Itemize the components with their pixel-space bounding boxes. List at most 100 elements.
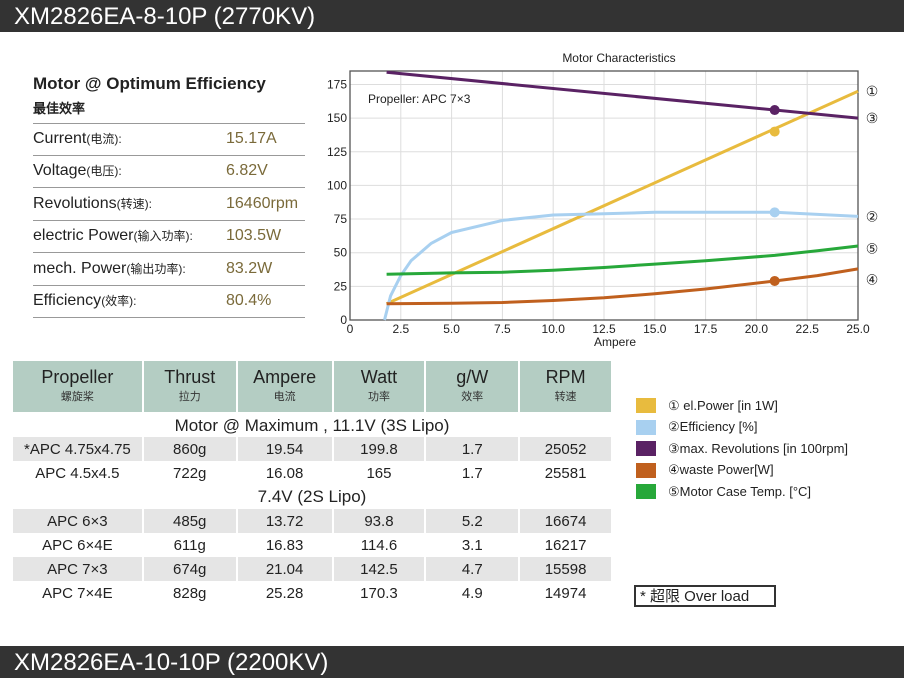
optimum-title: Motor @ Optimum Efficiency: [33, 74, 266, 93]
overload-note: * 超限 Over load: [634, 585, 776, 607]
series-marker: [769, 126, 780, 137]
optimum-value: 103.5W: [226, 227, 282, 245]
legend-item: ②Efficiency [%]: [636, 417, 848, 439]
x-tick-label: 5.0: [443, 322, 460, 336]
motor-title: XM2826EA-8-10P (2770KV): [14, 3, 316, 30]
table-cell: 674g: [142, 557, 238, 581]
y-tick-label: 175: [327, 77, 347, 91]
legend-label: ④waste Power[W]: [668, 462, 774, 478]
legend-swatch: [636, 484, 656, 500]
optimum-row: Revolutions(转速): 16460rpm: [33, 188, 305, 221]
header-en: g/W: [456, 366, 489, 387]
section-title: 7.4V (2S Lipo): [13, 485, 613, 509]
legend-swatch: [636, 441, 656, 457]
header-en: Thrust: [164, 366, 216, 387]
legend-item: ① el.Power [in 1W]: [636, 395, 848, 417]
label-cn: (电压):: [86, 164, 122, 179]
table-cell: APC 7×4E: [13, 581, 144, 605]
series-line: [385, 89, 859, 306]
table-cell: 165: [332, 461, 427, 485]
label-cn: (效率):: [101, 294, 137, 309]
table-cell: APC 7×3: [13, 557, 144, 581]
legend-label: ① el.Power [in 1W]: [668, 397, 778, 413]
column-header: Thrust 拉力: [142, 361, 238, 414]
legend-swatch: [636, 419, 656, 435]
table-cell: 828g: [142, 581, 238, 605]
table-cell: 16674: [519, 509, 613, 533]
legend-swatch: [636, 462, 656, 478]
x-tick-label: 12.5: [592, 322, 616, 336]
table-cell: 3.1: [425, 533, 521, 557]
label-en: Efficiency: [33, 292, 102, 310]
table-row: *APC 4.75x4.75 860g 19.54 199.8 1.7 25052: [13, 437, 613, 461]
column-header: g/W 效率: [425, 361, 521, 414]
label-cn: (转速):: [116, 196, 152, 211]
header-cn: 拉力: [178, 390, 201, 403]
x-tick-label: 17.5: [694, 322, 718, 336]
optimum-row: electric Power(输入功率): 103.5W: [33, 221, 305, 253]
optimum-row: Current(电流): 15.17A: [33, 123, 305, 156]
header-cn: 转速: [554, 390, 577, 403]
optimum-value: 83.2W: [226, 259, 273, 277]
optimum-value: 6.82V: [226, 162, 268, 180]
header-cn: 螺旋桨: [60, 390, 94, 403]
optimum-subtitle: 最佳效率: [33, 101, 86, 116]
series-end-label: ③: [866, 110, 879, 126]
section-row: 7.4V (2S Lipo): [13, 485, 613, 509]
table-cell: 1.7: [425, 461, 521, 485]
optimum-label: Current(电流):: [33, 130, 226, 148]
optimum-efficiency-panel: Motor @ Optimum Efficiency 最佳效率 Current(…: [33, 74, 305, 318]
label-en: Current: [33, 130, 87, 148]
label-en: mech. Power: [33, 259, 127, 277]
legend-label: ⑤Motor Case Temp. [°C]: [668, 483, 812, 499]
x-tick-label: 2.5: [392, 322, 409, 336]
optimum-row: Voltage(电压): 6.82V: [33, 156, 305, 188]
table-cell: 25.28: [236, 581, 334, 605]
label-cn: (电流):: [86, 132, 122, 147]
table-cell: 15598: [519, 557, 613, 581]
legend-item: ④waste Power[W]: [636, 460, 848, 482]
label-cn: (输入功率):: [133, 229, 193, 244]
optimum-value: 15.17A: [226, 130, 277, 148]
motor-characteristics-chart: 0 2.5 5.0 7.5 10.0 12.5 15.0 17.5 20.0 22.5 25.0 0 2…: [320, 45, 904, 360]
optimum-row: Efficiency(效率): 80.4%: [33, 286, 305, 318]
table-cell: 16217: [519, 533, 613, 557]
series-line: [386, 244, 859, 276]
header-cn: 效率: [461, 390, 484, 403]
y-tick-label: 125: [327, 145, 347, 159]
series-end-label: ①: [866, 83, 879, 99]
table-cell: 25581: [519, 461, 613, 485]
series-end-label: ⑤: [866, 241, 879, 257]
x-tick-label: 20.0: [745, 322, 769, 336]
column-header: Propeller 螺旋桨: [13, 361, 144, 414]
series-line: [386, 267, 859, 306]
x-tick-label: 0: [347, 322, 354, 336]
propeller-table: Propeller 螺旋桨 Thrust 拉力 Ampere 电流 Watt 功率 g/W 效率 R…: [13, 361, 613, 605]
series-marker: [769, 275, 780, 286]
section-row: Motor @ Maximum , 11.1V (3S Lipo): [13, 413, 613, 437]
table-row: APC 7×4E 828g 25.28 170.3 4.9 14974: [13, 581, 613, 605]
table-row: APC 4.5x4.5 722g 16.08 165 1.7 25581: [13, 461, 613, 485]
x-tick-label: 25.0: [846, 322, 870, 336]
y-tick-label: 75: [334, 212, 348, 226]
column-header: Ampere 电流: [236, 361, 334, 414]
table-cell: 21.04: [236, 557, 334, 581]
table-cell: 142.5: [332, 557, 427, 581]
optimum-label: Efficiency(效率):: [33, 292, 226, 310]
table-cell: 4.9: [425, 581, 521, 605]
table-cell: APC 6×3: [13, 509, 144, 533]
chart-title: Motor Characteristics: [562, 51, 675, 65]
label-en: Voltage: [33, 162, 87, 180]
table-cell: 199.8: [332, 437, 427, 461]
x-tick-label: 7.5: [494, 322, 511, 336]
y-tick-label: 50: [334, 246, 348, 260]
table-cell: APC 6×4E: [13, 533, 144, 557]
optimum-row: mech. Power(输出功率): 83.2W: [33, 253, 305, 286]
section-title: Motor @ Maximum , 11.1V (3S Lipo): [13, 413, 613, 437]
table-cell: 16.08: [236, 461, 334, 485]
table-cell: 25052: [519, 437, 613, 461]
legend-label: ③max. Revolutions [in 100rpm]: [668, 440, 849, 456]
y-tick-label: 150: [327, 111, 347, 125]
series-end-label: ②: [866, 208, 879, 224]
x-axis-label: Ampere: [594, 335, 636, 349]
